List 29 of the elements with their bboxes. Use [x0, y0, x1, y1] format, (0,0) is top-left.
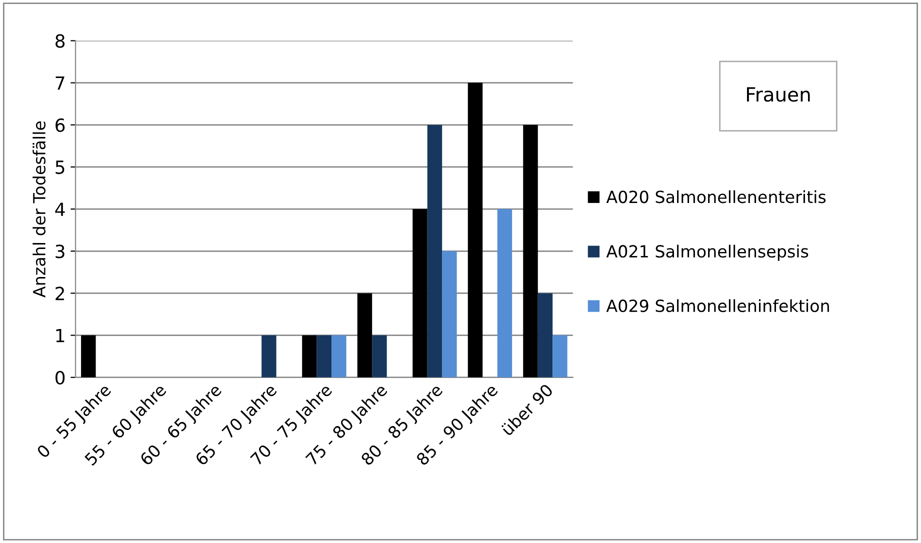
bar [497, 209, 512, 378]
y-tick-label: 8 [56, 34, 65, 48]
bar [357, 293, 372, 378]
y-tick-label: 5 [56, 160, 64, 174]
bar [316, 335, 332, 378]
bar [412, 209, 428, 378]
legend-label: A020 Salmonellenenteritis [606, 190, 826, 204]
bar [468, 82, 483, 378]
bar [81, 335, 96, 378]
text: Frauen [747, 87, 810, 102]
bar [552, 335, 568, 378]
bar [442, 251, 457, 378]
y-tick-label: 7 [56, 76, 64, 90]
bar [262, 335, 276, 378]
y-tick-label: 2 [56, 286, 64, 300]
bar [302, 335, 317, 378]
bar [538, 293, 553, 378]
y-tick-label: 6 [56, 118, 65, 132]
bar [427, 124, 442, 378]
y-tick-label: 4 [55, 202, 65, 216]
legend-label: A021 Salmonellensepsis [606, 244, 808, 261]
y-tick-label: 0 [56, 370, 65, 384]
y-tick-label: 3 [56, 244, 64, 258]
y-tick-label: 1 [56, 329, 64, 342]
y-axis-title: Anzahl der Todesfälle [32, 121, 46, 298]
bar [372, 335, 387, 378]
bar [332, 335, 346, 378]
bar [523, 124, 538, 378]
legend-label: A029 Salmonelleninfektion [606, 299, 829, 312]
